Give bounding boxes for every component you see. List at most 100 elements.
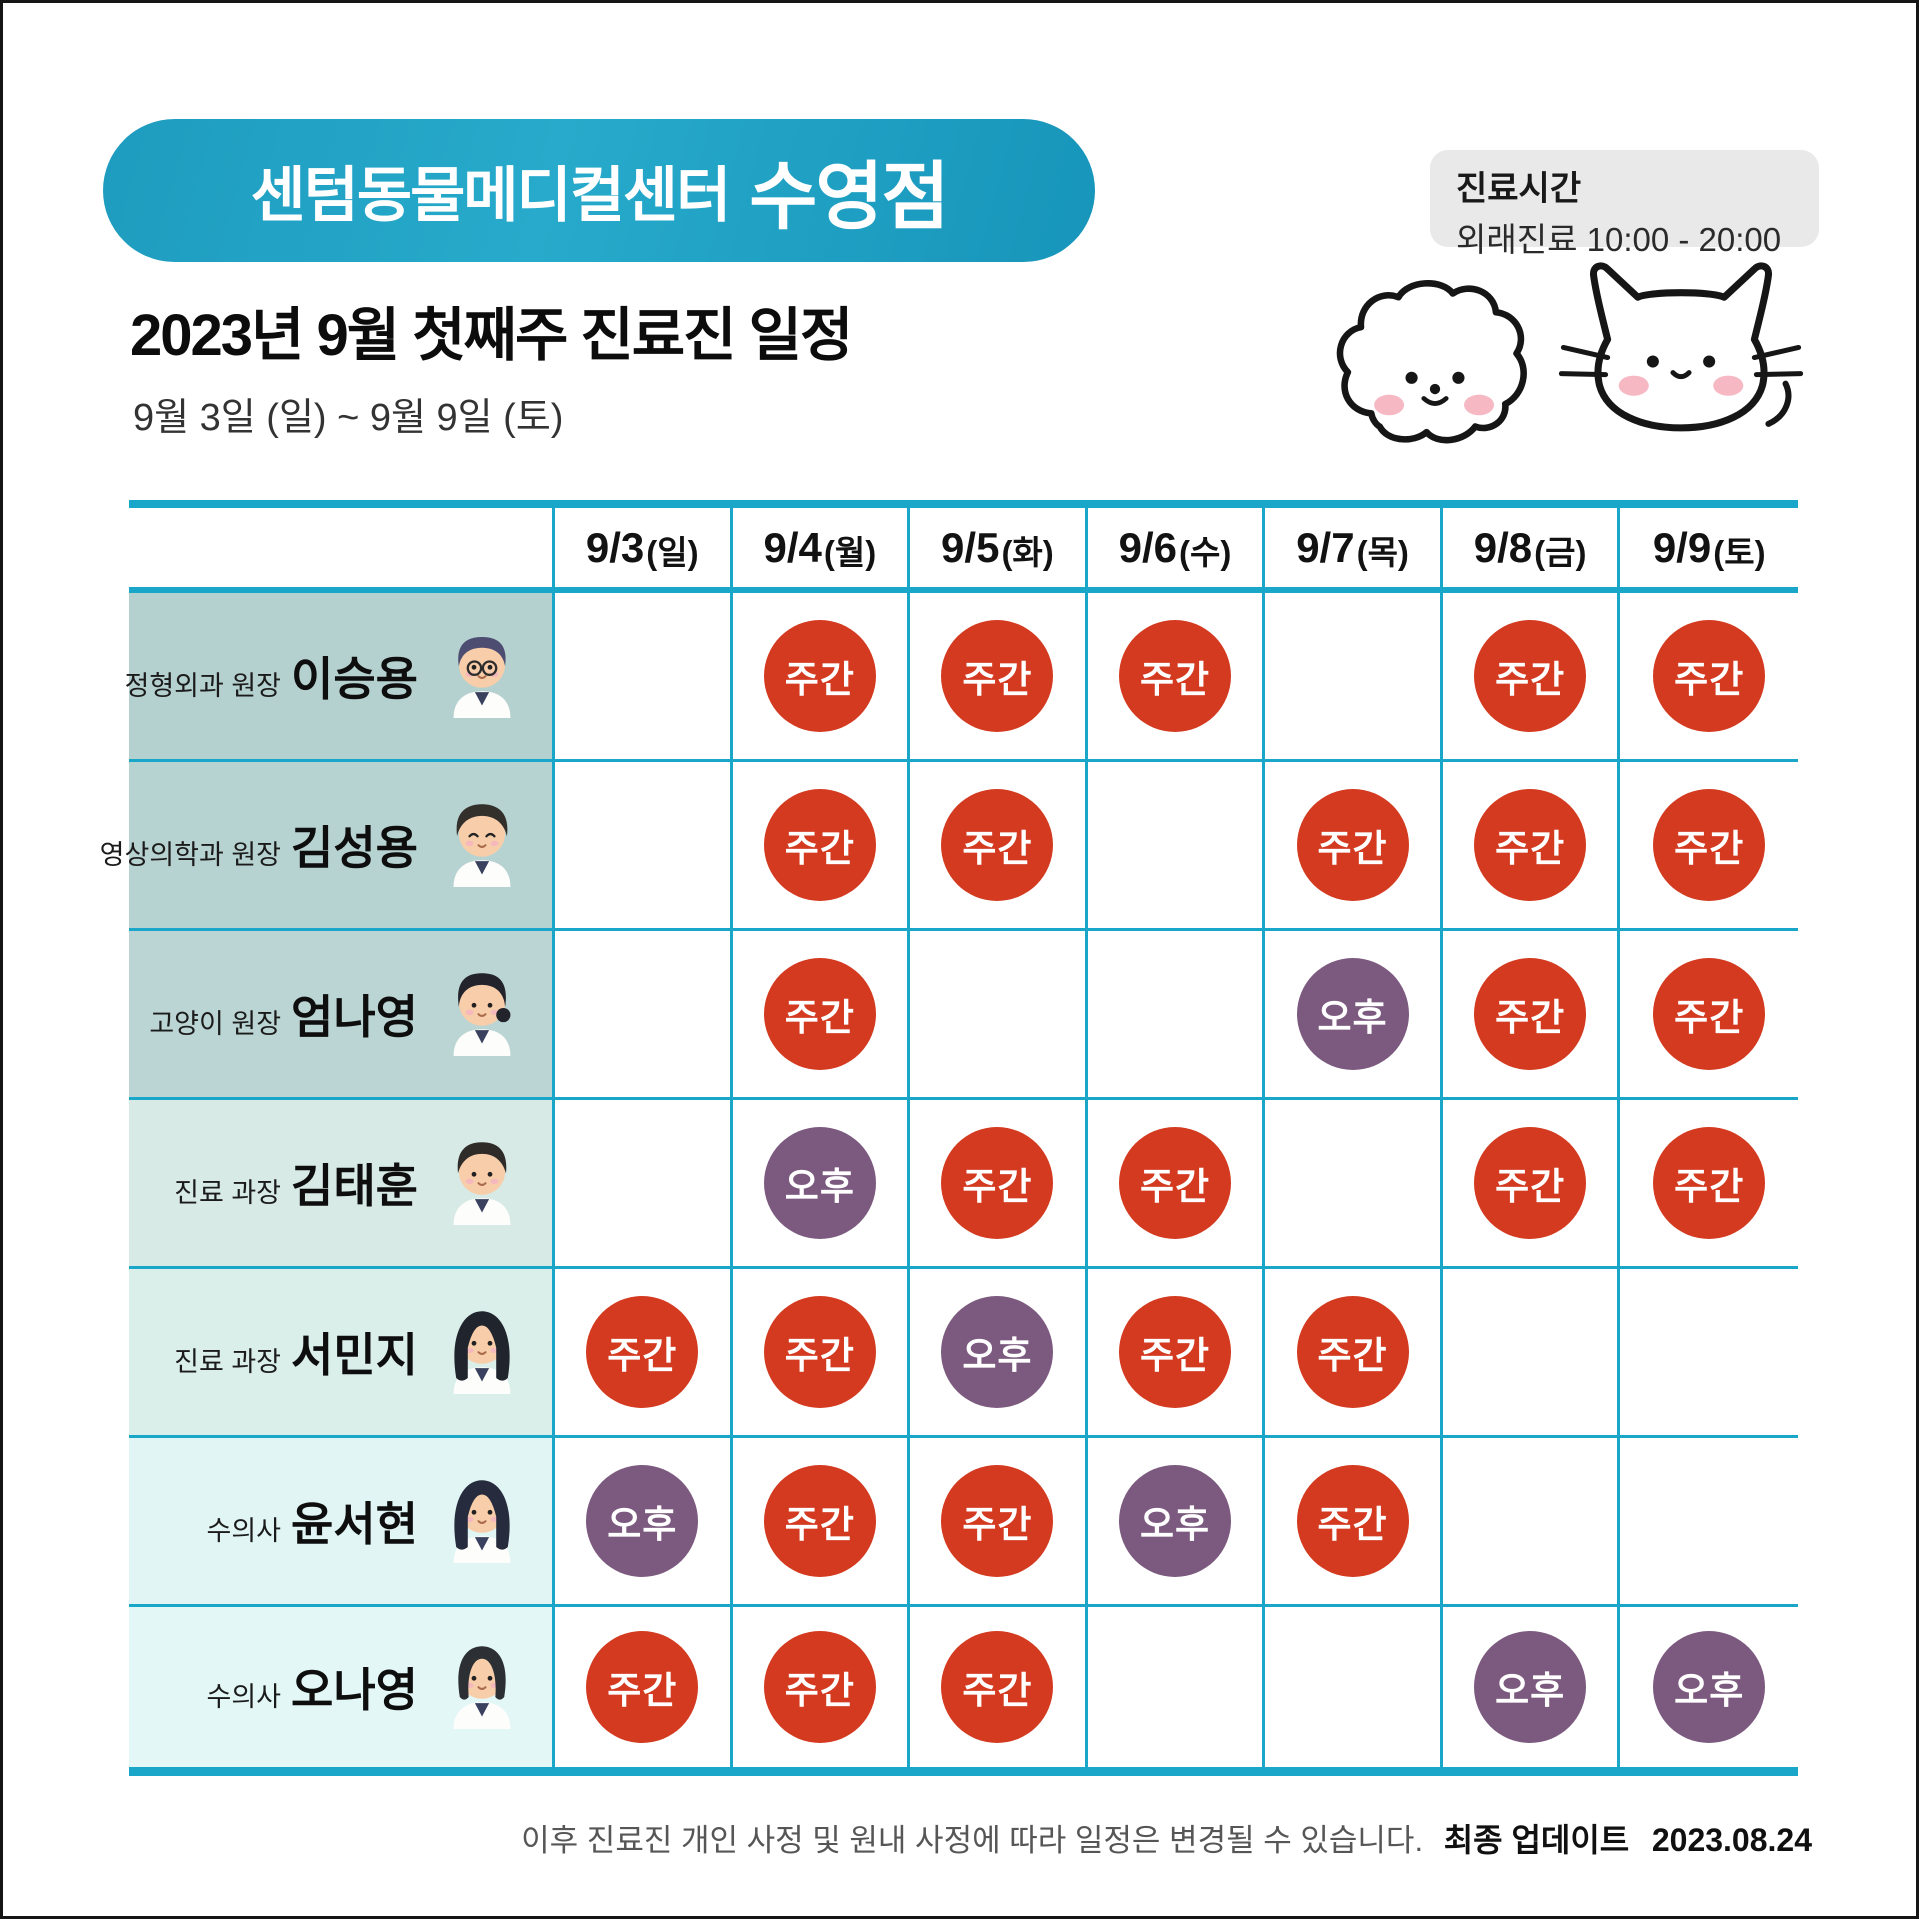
staff-role: 수의사: [206, 1516, 282, 1546]
hours-box: 진료시간 외래진료 10:00 - 20:00: [1430, 150, 1819, 258]
shift-cell: 주간: [1087, 1100, 1266, 1269]
weekday-label: (월): [823, 533, 877, 571]
avatar: [453, 1311, 511, 1394]
staff-avatar: [442, 1637, 522, 1737]
date-header: 9/7 (목): [1265, 508, 1443, 593]
staff-label: 수의사 윤서현: [207, 1488, 419, 1554]
shift-badge-day-shift: 주간: [763, 620, 876, 732]
avatar: [453, 1646, 511, 1729]
staff-label: 수의사 오나영: [207, 1654, 419, 1720]
staff-name: 윤서현: [291, 1498, 418, 1550]
staff-role: 고양이 원장: [149, 1009, 282, 1039]
shift-cell: 오후: [1620, 1607, 1798, 1776]
avatar: [453, 973, 511, 1056]
date-header: 9/5 (화): [910, 508, 1088, 593]
shift-cell: 주간: [732, 593, 911, 762]
shift-cell: 주간: [1442, 762, 1621, 931]
staff-name: 이승용: [291, 653, 418, 705]
avatar: [453, 804, 511, 887]
hours-value: 외래진료 10:00 - 20:00: [1456, 221, 1782, 258]
shift-cell: 오후: [910, 1269, 1088, 1438]
shift-cell: 주간: [1620, 931, 1798, 1100]
shift-cell: 주간: [732, 1438, 911, 1607]
shift-badge-day-shift: 주간: [763, 789, 876, 901]
shift-cell: [1087, 931, 1266, 1100]
shift-cell: [1265, 1607, 1443, 1776]
staff-role: 진료 과장: [174, 1178, 282, 1208]
footer-update-date: 2023.08.24: [1651, 1822, 1812, 1858]
shift-badge-day-shift: 주간: [586, 1296, 699, 1408]
weekday-label: (금): [1534, 533, 1587, 571]
footer-note: 이후 진료진 개인 사정 및 원내 사정에 따라 일정은 변경될 수 있습니다.…: [521, 1815, 1812, 1861]
shift-cell: 주간: [732, 931, 911, 1100]
shift-badge-day-shift: 주간: [941, 789, 1054, 901]
shift-cell: 주간: [1442, 593, 1621, 762]
shift-badge-day-shift: 주간: [1118, 620, 1231, 732]
shift-cell: 주간: [1265, 1269, 1443, 1438]
staff-role: 수의사: [206, 1682, 282, 1712]
weekday-label: (일): [646, 533, 699, 571]
shift-cell: 오후: [555, 1438, 733, 1607]
dog-doodle-icon: [1336, 280, 1527, 444]
shift-cell: [1620, 1438, 1798, 1607]
date-range: 9월 3일 (일) ~ 9월 9일 (토): [133, 397, 564, 439]
date-label: 9/7: [1296, 523, 1355, 571]
shift-cell: 주간: [910, 593, 1088, 762]
shift-badge-day-shift: 주간: [1474, 958, 1587, 1070]
shift-cell: 주간: [1620, 593, 1798, 762]
date-header: 9/6 (수): [1087, 508, 1266, 593]
date-label: 9/9: [1652, 523, 1712, 571]
shift-badge-day-shift: 주간: [763, 1296, 876, 1408]
staff-cell: 수의사 윤서현: [129, 1438, 555, 1607]
shift-cell: 주간: [1620, 762, 1798, 931]
shift-cell: [1265, 1100, 1443, 1269]
clinic-badge: 센텀동물메디컬센터 수영점: [103, 119, 1095, 262]
shift-cell: 주간: [910, 1607, 1088, 1776]
staff-label: 영상의학과 원장 김성용: [100, 812, 418, 878]
shift-badge-afternoon-shift: 오후: [941, 1296, 1054, 1408]
shift-cell: [1087, 1607, 1266, 1776]
shift-badge-day-shift: 주간: [1653, 958, 1766, 1070]
staff-cell: 진료 과장 서민지: [129, 1269, 555, 1438]
staff-name: 김태훈: [291, 1160, 418, 1212]
staff-role: 진료 과장: [174, 1347, 282, 1377]
shift-badge-day-shift: 주간: [941, 1465, 1054, 1577]
shift-badge-day-shift: 주간: [1653, 1127, 1766, 1239]
staff-label: 진료 과장 김태훈: [174, 1150, 418, 1216]
shift-cell: 주간: [910, 1100, 1088, 1269]
staff-cell: 고양이 원장 엄나영: [129, 931, 555, 1100]
footer-update-label: 최종 업데이트: [1443, 1822, 1630, 1858]
clinic-name: 센텀동물메디컬센터: [250, 162, 731, 229]
footer-note-text: 이후 진료진 개인 사정 및 원내 사정에 따라 일정은 변경될 수 있습니다.: [521, 1823, 1424, 1858]
shift-badge-afternoon-shift: 오후: [763, 1127, 876, 1239]
shift-cell: [1265, 593, 1443, 762]
shift-badge-afternoon-shift: 오후: [1653, 1631, 1766, 1743]
date-header: 9/4 (월): [732, 508, 911, 593]
table-corner-cell: [129, 508, 555, 593]
shift-cell: 주간: [1265, 1438, 1443, 1607]
shift-cell: 주간: [555, 1269, 733, 1438]
staff-avatar: [442, 626, 522, 726]
shift-cell: 주간: [732, 1269, 911, 1438]
staff-cell: 진료 과장 김태훈: [129, 1100, 555, 1269]
staff-avatar: [442, 1302, 522, 1402]
shift-badge-day-shift: 주간: [941, 1127, 1054, 1239]
shift-badge-day-shift: 주간: [1118, 1127, 1231, 1239]
staff-cell: 정형외과 원장 이승용: [124, 593, 555, 762]
shift-cell: 주간: [732, 1607, 911, 1776]
staff-name: 엄나영: [291, 991, 418, 1043]
staff-cell: 영상의학과 원장 김성용: [100, 762, 555, 931]
date-header: 9/9 (토): [1620, 508, 1798, 593]
shift-badge-day-shift: 주간: [1653, 620, 1766, 732]
shift-badge-day-shift: 주간: [1296, 1296, 1409, 1408]
shift-cell: [555, 593, 733, 762]
staff-name: 김성용: [291, 822, 418, 874]
avatar: [453, 1480, 511, 1563]
shift-badge-day-shift: 주간: [1296, 789, 1409, 901]
shift-badge-day-shift: 주간: [763, 1465, 876, 1577]
shift-cell: [1087, 762, 1266, 931]
shift-cell: [1442, 1269, 1621, 1438]
shift-badge-day-shift: 주간: [1474, 1127, 1587, 1239]
shift-badge-afternoon-shift: 오후: [1118, 1465, 1231, 1577]
shift-cell: 오후: [732, 1100, 911, 1269]
